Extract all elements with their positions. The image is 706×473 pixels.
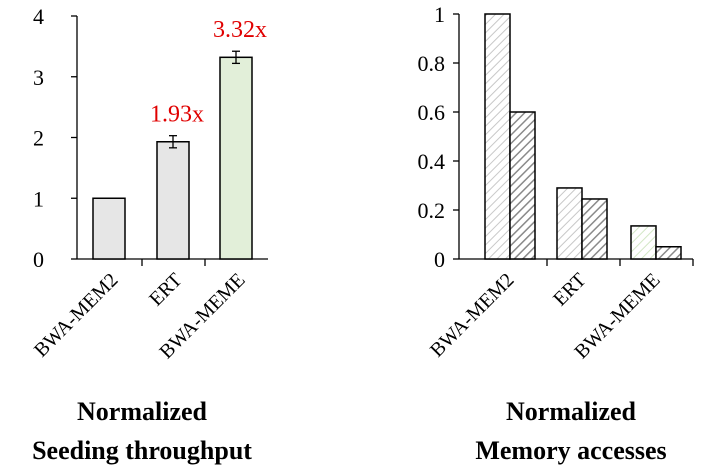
x-tick-label: BWA-MEM2 — [426, 269, 519, 362]
y-tick-label: 1 — [33, 186, 44, 211]
bar — [156, 141, 190, 260]
bar — [219, 56, 253, 260]
bar — [509, 111, 536, 260]
y-tick-label: 1 — [434, 2, 445, 27]
chart-title-line-1: Normalized — [77, 397, 208, 426]
y-tick-label: 0.8 — [418, 51, 446, 76]
y-tick-label: 0.2 — [418, 198, 446, 223]
chart-title-line-1: Normalized — [506, 397, 637, 426]
y-tick-label: 3 — [33, 65, 44, 90]
bar — [92, 197, 126, 260]
x-tick-label: BWA-MEM2 — [30, 269, 123, 362]
x-tick-label: ERT — [145, 269, 186, 310]
chart-title-line-2: Seeding throughput — [32, 436, 252, 465]
x-tick-label: ERT — [549, 269, 590, 310]
data-label: 3.32x — [213, 17, 267, 43]
bar — [630, 225, 657, 260]
y-tick-label: 2 — [33, 126, 44, 151]
y-tick-label: 0 — [434, 247, 445, 272]
bar — [484, 13, 511, 260]
bar — [556, 187, 583, 260]
chart-title-line-2: Memory accesses — [475, 436, 666, 465]
bar — [655, 246, 682, 260]
y-tick-label: 0.4 — [418, 149, 446, 174]
seeding-throughput-chart: 01234BWA-MEM21.93xERT3.32xBWA-MEMENormal… — [30, 4, 268, 465]
bar — [581, 198, 608, 260]
y-tick-label: 0.6 — [418, 100, 446, 125]
y-tick-label: 0 — [33, 247, 44, 272]
y-tick-label: 4 — [33, 4, 44, 29]
data-label: 1.93x — [150, 102, 204, 128]
